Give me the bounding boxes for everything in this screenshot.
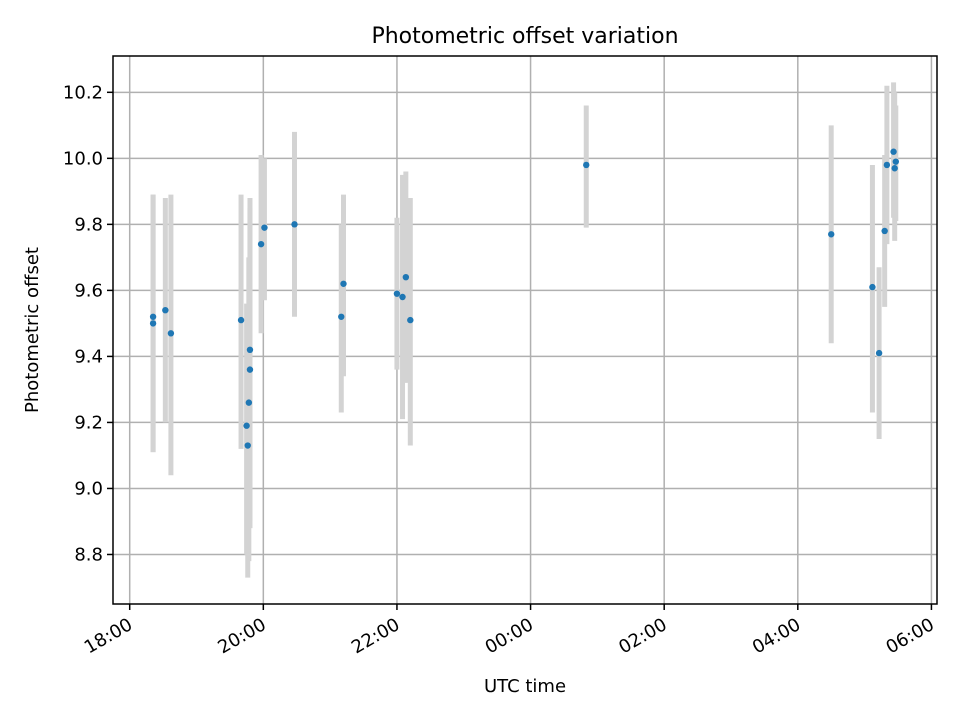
data-point [892, 158, 899, 165]
data-point [875, 349, 883, 357]
data-point [149, 313, 157, 320]
data-point [883, 161, 891, 169]
data-point [167, 330, 175, 337]
y-tick-label: 9.8 [74, 214, 103, 235]
y-tick-label: 10.2 [63, 82, 103, 103]
data-point [243, 422, 250, 429]
data-point [402, 273, 410, 281]
data-point [407, 316, 414, 324]
y-axis-label: Photometric offset [22, 247, 43, 413]
data-point [583, 161, 590, 169]
data-point [244, 442, 251, 449]
data-point [149, 320, 157, 327]
plot-frame [112, 55, 938, 605]
y-tick-label: 9.6 [74, 280, 103, 301]
data-point [246, 366, 254, 373]
y-tick-label: 9.4 [74, 346, 103, 367]
data-point [338, 313, 345, 320]
data-point [881, 227, 888, 235]
chart-title: Photometric offset variation [371, 24, 678, 49]
y-tick-label: 9.2 [74, 412, 103, 433]
y-tick-label: 8.8 [74, 544, 103, 565]
data-point [869, 283, 876, 291]
data-point [890, 148, 897, 155]
data-point [237, 316, 245, 324]
data-point [245, 399, 253, 406]
y-tick-label: 10.0 [63, 148, 103, 169]
data-point [261, 224, 268, 231]
data-points [149, 148, 899, 449]
data-point [399, 293, 406, 301]
data-point [257, 240, 265, 248]
x-axis-label: UTC time [484, 676, 566, 697]
data-point [891, 165, 898, 172]
data-point [162, 306, 169, 314]
data-point [246, 346, 254, 354]
y-tick-label: 9.0 [74, 478, 103, 499]
data-point [291, 221, 298, 228]
data-point [340, 280, 347, 287]
data-point [828, 231, 835, 238]
data-point [393, 290, 401, 297]
